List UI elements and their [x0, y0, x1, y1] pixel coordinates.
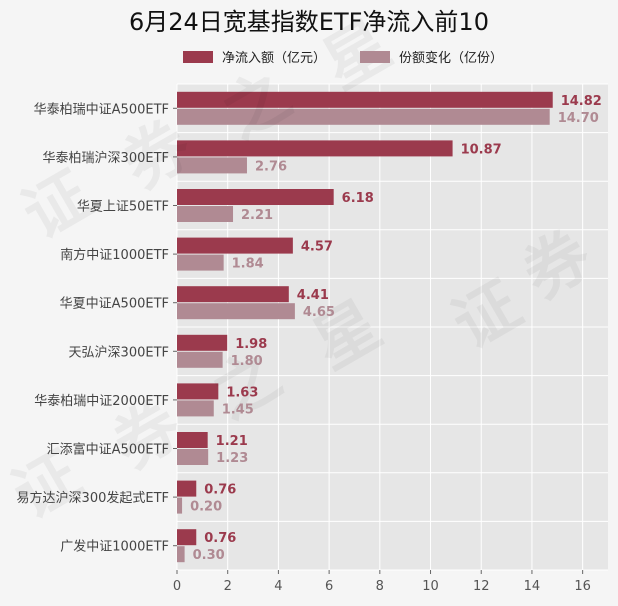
x-axis-ticks: 0 2 4 6 8 10 12 14 16 [173, 570, 591, 594]
x-tick-label-4: 8 [376, 579, 384, 594]
legend-swatch-net-inflow [183, 51, 213, 63]
bar-net-inflow-8 [177, 480, 197, 497]
category-label-1: 华泰柏瑞沪深300ETF [43, 150, 169, 166]
bar-net-inflow-4 [177, 286, 289, 303]
category-label-9: 广发中证1000ETF [60, 539, 169, 555]
legend-label-share-change: 份额变化（亿份） [399, 50, 503, 66]
data-label-share-change-2: 2.21 [241, 208, 273, 223]
legend: 净流入额（亿元） 份额变化（亿份） [183, 50, 503, 66]
data-label-share-change-3: 1.84 [232, 257, 264, 272]
data-label-share-change-5: 1.80 [231, 354, 263, 369]
legend-label-net-inflow: 净流入额（亿元） [222, 51, 326, 66]
bar-net-inflow-9 [177, 529, 197, 546]
data-label-share-change-9: 0.30 [193, 548, 225, 563]
x-tick-label-1: 2 [224, 579, 232, 594]
x-tick-label-3: 6 [325, 579, 333, 594]
x-tick-label-7: 14 [524, 579, 541, 594]
category-label-4: 华夏中证A500ETF [60, 297, 169, 312]
data-label-net-inflow-1: 10.87 [461, 142, 502, 157]
bar-net-inflow-3 [177, 237, 293, 254]
data-label-net-inflow-0: 14.82 [561, 94, 602, 109]
data-label-net-inflow-4: 4.41 [297, 288, 329, 303]
value-labels: 14.82 14.70 10.87 2.76 6.18 2.21 4.57 1.84 4.41 4… [190, 94, 602, 563]
category-label-2: 华夏上证50ETF [77, 200, 169, 215]
category-label-7: 汇添富中证A500ETF [47, 442, 169, 458]
bar-net-inflow-2 [177, 189, 334, 205]
chart-title: 6月24日宽基指数ETF净流入前10 [129, 8, 489, 36]
category-label-5: 天弘沪深300ETF [69, 344, 169, 360]
data-label-share-change-6: 1.45 [222, 402, 254, 417]
bar-share-change-4 [177, 303, 295, 320]
bar-share-change-5 [177, 351, 223, 368]
category-label-3: 南方中证1000ETF [60, 247, 169, 263]
data-label-share-change-7: 1.23 [216, 451, 248, 466]
category-label-8: 易方达沪深300发起式ETF [17, 490, 169, 506]
x-tick-label-5: 10 [422, 579, 439, 594]
x-tick-label-8: 16 [574, 579, 591, 594]
bar-share-change-9 [177, 546, 185, 563]
data-label-share-change-0: 14.70 [558, 111, 599, 126]
bar-net-inflow-5 [177, 334, 228, 351]
bar-share-change-0 [177, 108, 550, 125]
bar-net-inflow-7 [177, 432, 208, 448]
category-label-0: 华泰柏瑞中证A500ETF [34, 102, 169, 117]
bar-share-change-6 [177, 400, 214, 417]
bar-share-change-8 [177, 497, 183, 514]
bar-net-inflow-1 [177, 140, 453, 157]
data-label-net-inflow-2: 6.18 [342, 191, 374, 206]
bar-share-change-3 [177, 254, 224, 271]
data-label-share-change-8: 0.20 [190, 500, 222, 515]
legend-swatch-share-change [360, 51, 390, 63]
x-tick-label-2: 4 [274, 579, 282, 594]
x-tick-label-6: 12 [473, 579, 490, 594]
data-label-net-inflow-5: 1.98 [235, 337, 267, 352]
category-labels: 华泰柏瑞中证A500ETF 华泰柏瑞沪深300ETF 华夏上证50ETF 南方中证10… [17, 102, 177, 555]
data-label-net-inflow-6: 1.63 [226, 385, 258, 400]
bar-net-inflow-0 [177, 91, 553, 108]
data-label-share-change-4: 4.65 [303, 305, 335, 320]
bars [177, 91, 553, 563]
bar-share-change-7 [177, 449, 209, 465]
data-label-net-inflow-8: 0.76 [204, 483, 236, 498]
bar-net-inflow-6 [177, 383, 219, 400]
data-label-net-inflow-7: 1.21 [216, 434, 248, 449]
category-label-6: 华泰柏瑞中证2000ETF [34, 394, 169, 409]
data-label-share-change-1: 2.76 [255, 159, 287, 174]
bar-share-change-2 [177, 206, 234, 222]
x-tick-label-0: 0 [173, 579, 181, 594]
data-label-net-inflow-3: 4.57 [301, 240, 333, 255]
grid-lines [176, 83, 608, 571]
data-label-net-inflow-9: 0.76 [204, 531, 236, 546]
bar-share-change-1 [177, 157, 247, 174]
